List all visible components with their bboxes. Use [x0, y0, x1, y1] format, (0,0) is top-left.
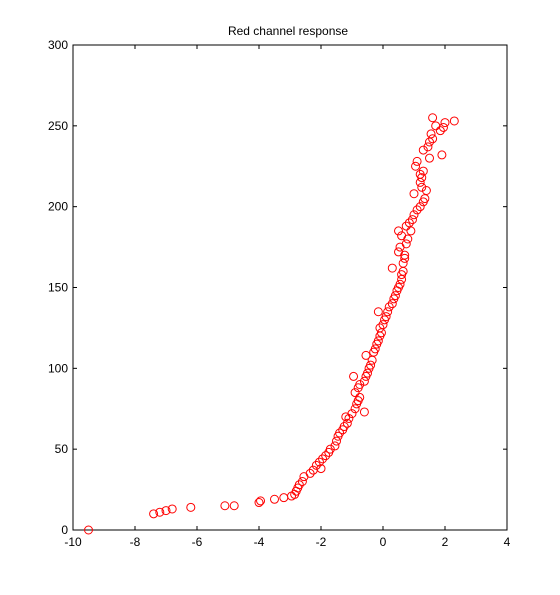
data-point — [155, 507, 165, 517]
data-point — [325, 444, 335, 454]
data-point — [149, 509, 159, 519]
data-point — [355, 392, 365, 402]
data-point — [256, 496, 266, 506]
y-tick-label: 100 — [48, 361, 68, 375]
data-point — [339, 422, 349, 432]
data-point — [332, 436, 341, 446]
data-point — [397, 231, 407, 241]
data-point — [387, 263, 397, 273]
y-tick-label: 250 — [48, 119, 68, 133]
data-point — [412, 205, 422, 215]
data-point — [409, 189, 419, 199]
x-tick-label: -6 — [192, 535, 203, 549]
data-point — [84, 525, 93, 535]
data-point — [394, 226, 403, 236]
data-point — [363, 368, 372, 378]
y-tick-label: 200 — [48, 200, 68, 214]
data-point — [370, 344, 380, 354]
data-point — [428, 113, 438, 123]
data-point — [341, 412, 351, 422]
data-point — [161, 506, 171, 516]
data-point — [373, 307, 383, 317]
y-tick-label: 150 — [48, 281, 68, 295]
x-tick-label: 4 — [504, 535, 511, 549]
data-point — [167, 504, 177, 514]
data-point — [254, 498, 264, 508]
data-point — [401, 239, 411, 249]
data-point — [318, 454, 328, 464]
x-tick-label: -8 — [130, 535, 141, 549]
data-point — [409, 210, 419, 220]
data-point — [373, 336, 383, 346]
x-tick-label: -10 — [64, 535, 82, 549]
data-point — [349, 371, 359, 381]
y-tick-label: 50 — [55, 442, 69, 456]
y-axis: 0 50 100 150 200 250 300 — [48, 38, 507, 537]
data-point — [297, 477, 307, 486]
data-point — [425, 153, 434, 163]
data-point — [407, 215, 417, 225]
data-point — [229, 501, 239, 511]
data-point — [418, 166, 428, 176]
data-point — [390, 291, 400, 301]
data-point — [440, 118, 450, 128]
y-tick-label: 0 — [61, 523, 68, 537]
data-point — [270, 494, 279, 504]
data-point — [375, 323, 385, 333]
data-point — [305, 468, 315, 478]
data-point — [412, 156, 422, 166]
data-points — [84, 113, 459, 535]
data-point — [428, 134, 438, 144]
data-point — [387, 299, 397, 309]
data-point — [411, 161, 421, 171]
data-point — [359, 376, 369, 386]
data-point — [335, 428, 345, 438]
data-point — [355, 380, 365, 389]
data-point — [361, 350, 371, 360]
data-point — [330, 441, 340, 451]
x-tick-label: 0 — [380, 535, 387, 549]
x-tick-label: 2 — [442, 535, 449, 549]
data-point — [383, 307, 393, 317]
x-tick-label: -4 — [254, 535, 265, 549]
data-point — [426, 129, 436, 139]
data-point — [366, 360, 376, 370]
data-point — [350, 388, 360, 398]
data-point — [350, 404, 360, 414]
y-tick-label: 300 — [48, 38, 68, 52]
data-point — [384, 302, 394, 312]
data-point — [316, 464, 326, 474]
chart-title: Red channel response — [228, 24, 348, 38]
data-point — [342, 418, 352, 428]
data-point — [359, 407, 369, 417]
data-point — [401, 221, 411, 231]
data-point — [394, 247, 403, 257]
x-axis: -10 -8 -6 -4 -2 0 2 4 — [64, 45, 511, 549]
data-point — [415, 169, 425, 179]
data-point — [431, 121, 441, 131]
data-point — [395, 279, 405, 289]
data-point — [314, 457, 324, 467]
data-point — [294, 480, 304, 490]
data-point — [400, 253, 410, 263]
data-point — [321, 451, 331, 461]
data-point — [449, 116, 459, 126]
data-point — [417, 182, 427, 192]
data-point — [415, 202, 425, 212]
data-point — [423, 142, 433, 152]
data-point — [404, 218, 414, 228]
data-point — [311, 460, 321, 470]
data-point — [418, 145, 428, 155]
data-point — [381, 312, 391, 322]
data-point — [378, 320, 388, 330]
data-point — [220, 501, 230, 511]
data-point — [186, 502, 196, 512]
data-point — [421, 186, 431, 195]
plot-area — [72, 44, 508, 531]
data-point — [435, 126, 445, 136]
data-point — [437, 150, 447, 160]
x-tick-label: -2 — [316, 535, 327, 549]
